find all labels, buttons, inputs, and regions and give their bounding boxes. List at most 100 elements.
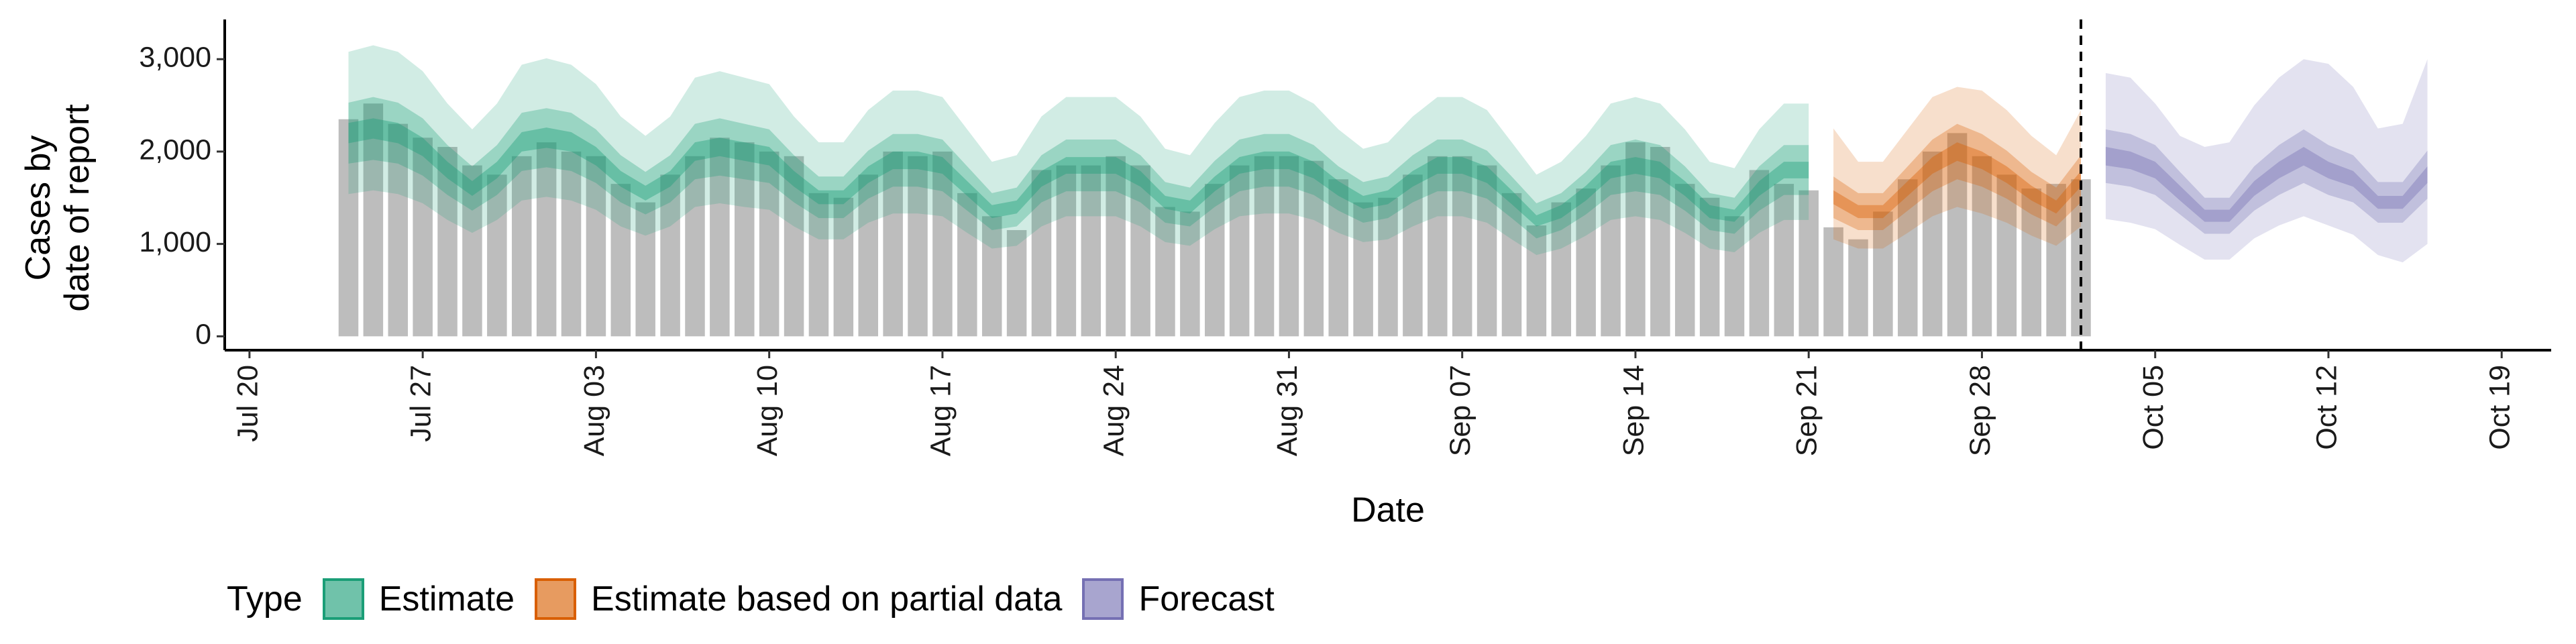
bar [883, 151, 903, 337]
x-tick-label: Jul 27 [405, 365, 437, 442]
ribbon [2105, 59, 2428, 263]
x-tick-label: Aug 17 [924, 365, 957, 456]
bar [1254, 156, 1275, 337]
legend-key [1082, 578, 1124, 620]
bar [1873, 211, 1893, 337]
y-tick-label: 0 [195, 319, 211, 351]
bar [511, 156, 532, 337]
x-tick-label: Aug 31 [1271, 365, 1303, 456]
bar [1972, 156, 1992, 337]
bar [1006, 229, 1027, 337]
bar [784, 156, 804, 337]
ribbon [348, 118, 1809, 227]
x-axis-title: Date [1351, 491, 1425, 530]
y-tick-label: 1,000 [139, 226, 211, 258]
legend-label: Estimate [378, 580, 515, 619]
bar [1130, 165, 1150, 337]
legend: Type Estimate Estimate based on partial da… [227, 578, 1275, 620]
bar [363, 103, 384, 337]
bar [808, 193, 829, 337]
bar [735, 142, 755, 337]
bar [610, 184, 631, 337]
ribbon [2105, 147, 2428, 222]
x-tick-label: Aug 10 [751, 365, 784, 456]
bar [1452, 156, 1472, 337]
bar [1328, 179, 1348, 337]
bar [1180, 211, 1200, 337]
y-tick-label: 2,000 [139, 133, 211, 166]
bar [1823, 227, 1843, 337]
bar [1650, 147, 1670, 337]
bar [1749, 170, 1770, 337]
legend-item: Estimate based on partial data [515, 578, 1062, 620]
bar [1279, 156, 1299, 337]
bar [1081, 165, 1102, 337]
bar [1353, 202, 1373, 337]
bar [1303, 160, 1324, 337]
bar [1799, 190, 1819, 337]
bar [338, 119, 359, 337]
bar [981, 216, 1002, 337]
bar [908, 156, 928, 337]
ribbon [1833, 87, 2082, 249]
bar [1056, 165, 1077, 337]
bar [1674, 184, 1695, 337]
bar [1699, 197, 1720, 337]
bar [957, 193, 977, 337]
bar [536, 142, 557, 337]
ribbon [1833, 123, 2082, 230]
x-tick-label: Sep 14 [1617, 365, 1650, 456]
bar [1774, 184, 1794, 337]
x-tick-label: Jul 20 [231, 365, 264, 442]
bar [660, 174, 680, 337]
x-tick-label: Oct 19 [2484, 365, 2516, 450]
bar [1501, 193, 1522, 337]
bar [1576, 189, 1596, 337]
x-tick-label: Aug 24 [1098, 365, 1130, 456]
y-tick-label: 3,000 [139, 42, 211, 74]
bar [1601, 165, 1621, 337]
bar [1229, 165, 1250, 337]
legend-title: Type [227, 580, 303, 619]
bar [1378, 197, 1398, 337]
bar [1526, 225, 1547, 337]
x-tick-label: Oct 05 [2137, 365, 2169, 450]
bar [635, 202, 655, 337]
bar [561, 151, 582, 337]
bar [1204, 184, 1225, 337]
bar [858, 174, 878, 337]
bar [759, 151, 780, 337]
bar [932, 151, 953, 337]
bar [388, 123, 409, 337]
x-tick-label: Oct 12 [2310, 365, 2343, 450]
bar [1898, 179, 1918, 337]
legend-key [535, 578, 577, 620]
bar [2046, 184, 2066, 337]
bar [1031, 170, 1052, 337]
x-tick-label: Sep 28 [1964, 365, 1996, 456]
bar [710, 138, 730, 337]
ribbon [348, 45, 1809, 256]
bar [1403, 174, 1423, 337]
y-axis-title: Cases by date of report [18, 104, 97, 312]
ribbon [348, 97, 1809, 239]
bar [437, 147, 458, 337]
bar [833, 197, 854, 337]
bar [1848, 239, 1868, 337]
ribbon [2105, 129, 2428, 234]
bar [1922, 151, 1943, 337]
bar [1106, 156, 1126, 337]
bar [413, 138, 433, 337]
bar [487, 174, 507, 337]
ribbon [1833, 142, 2082, 219]
bar [1947, 133, 1968, 337]
x-tick-label: Sep 07 [1444, 365, 1477, 456]
bar [1724, 216, 1745, 337]
bar [1428, 156, 1448, 337]
legend-item: Forecast [1062, 578, 1275, 620]
bar [586, 156, 606, 337]
x-tick-label: Aug 03 [578, 365, 610, 456]
bar [1155, 207, 1175, 337]
